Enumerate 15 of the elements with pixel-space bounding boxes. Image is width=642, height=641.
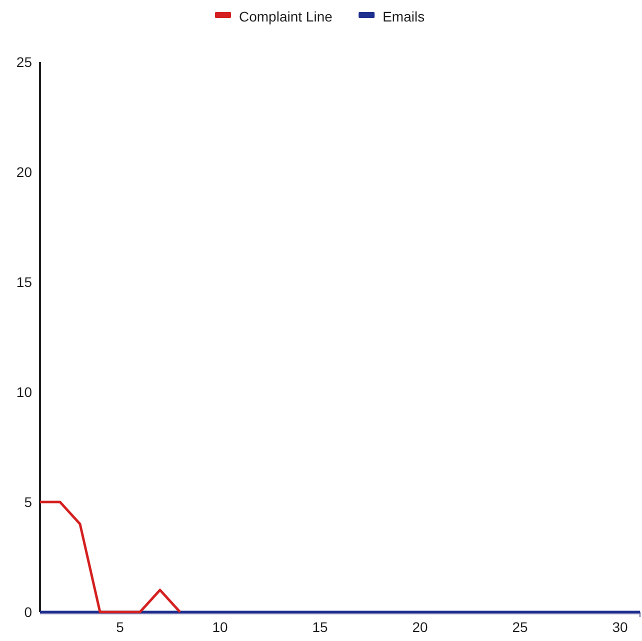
x-tick-label: 10 bbox=[212, 619, 228, 635]
legend-label: Complaint Line bbox=[239, 8, 333, 24]
y-tick-label: 15 bbox=[16, 274, 32, 290]
x-tick-label: 5 bbox=[116, 619, 124, 635]
y-tick-label: 25 bbox=[16, 54, 32, 70]
x-tick-label: 25 bbox=[512, 619, 528, 635]
legend-label: Emails bbox=[382, 8, 425, 24]
y-tick-label: 0 bbox=[24, 604, 32, 620]
y-tick-label: 10 bbox=[16, 384, 32, 400]
y-tick-label: 5 bbox=[24, 494, 32, 510]
x-tick-label: 20 bbox=[412, 619, 428, 635]
x-tick-label: 15 bbox=[312, 619, 328, 635]
y-tick-label: 20 bbox=[16, 164, 32, 180]
x-tick-label: 30 bbox=[612, 619, 628, 635]
line-series bbox=[38, 500, 182, 614]
